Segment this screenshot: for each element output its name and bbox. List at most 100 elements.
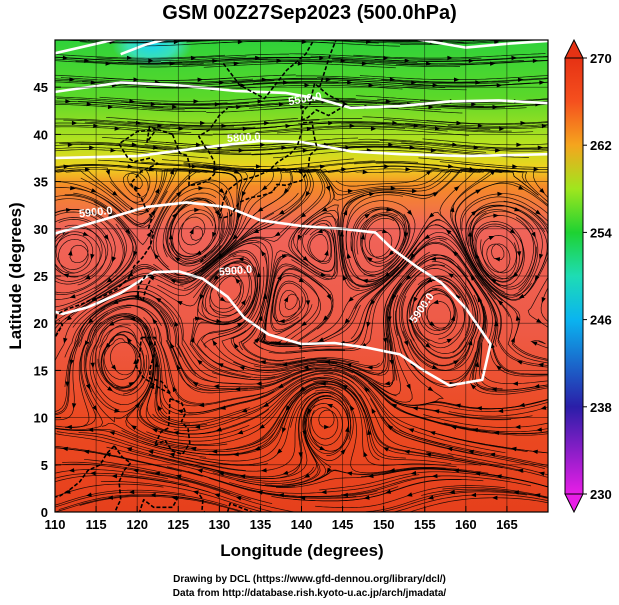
streamline-arrow xyxy=(386,207,393,212)
streamline-arrow xyxy=(430,256,437,261)
streamline-arrow xyxy=(427,495,434,500)
streamline-arrow xyxy=(239,366,245,371)
y-tick-label: 25 xyxy=(34,269,48,284)
streamline-arrow xyxy=(363,451,368,458)
streamline-arrow xyxy=(406,383,411,390)
streamline-arrow xyxy=(150,209,156,216)
streamline xyxy=(445,81,548,87)
streamline-arrow xyxy=(518,185,525,190)
streamline-arrow xyxy=(476,406,482,411)
coastline xyxy=(318,40,337,88)
streamline xyxy=(55,141,230,153)
streamline xyxy=(382,416,548,468)
streamline-arrow xyxy=(477,123,484,128)
streamline-arrow xyxy=(65,99,71,104)
streamline-arrow xyxy=(194,207,200,213)
streamline-arrow xyxy=(147,449,154,455)
streamline xyxy=(422,138,548,146)
streamline-arrow xyxy=(474,361,480,368)
streamline-arrow xyxy=(212,231,217,238)
streamline-arrow xyxy=(515,315,521,321)
streamline xyxy=(55,100,164,108)
streamline xyxy=(442,487,548,498)
streamline-arrow xyxy=(344,318,350,325)
streamline-arrow xyxy=(151,428,158,433)
streamline-arrow xyxy=(218,188,225,194)
streamline-arrow xyxy=(133,294,140,300)
streamline-arrow xyxy=(129,317,136,322)
streamline-arrow xyxy=(261,250,266,257)
streamline xyxy=(459,193,548,271)
y-tick-label: 0 xyxy=(41,505,48,520)
y-axis-ticks: 0 5 10 15 20 25 30 35 40 45 xyxy=(34,80,61,520)
streamline-arrow xyxy=(114,126,121,131)
streamline-arrow xyxy=(66,315,72,321)
streamline-arrow xyxy=(85,167,91,172)
streamline-arrow xyxy=(320,381,326,386)
y-tick-label: 40 xyxy=(34,127,48,142)
streamline-arrow xyxy=(384,381,391,386)
streamline-arrow xyxy=(171,495,178,501)
streamline-arrow xyxy=(87,318,94,324)
streamline-arrow xyxy=(403,340,408,347)
streamline-arrow xyxy=(197,468,203,474)
streamline-arrow xyxy=(176,191,182,197)
streamline-arrow xyxy=(446,338,453,344)
streamline-arrow xyxy=(474,471,481,476)
streamline xyxy=(55,463,231,495)
x-tick-label: 145 xyxy=(332,517,354,532)
streamline-arrow xyxy=(388,142,394,147)
streamline-arrow xyxy=(304,473,310,478)
streamline-arrow xyxy=(321,207,328,212)
streamline xyxy=(55,167,171,205)
streamline-arrow xyxy=(433,409,440,414)
streamline-arrow xyxy=(146,231,152,238)
streamline xyxy=(55,149,209,159)
streamline-arrow xyxy=(534,275,540,281)
streamline xyxy=(55,57,161,62)
streamline xyxy=(383,119,548,127)
streamline-arrow xyxy=(106,277,113,283)
streamline-arrow xyxy=(90,253,95,260)
colorbar-label: 270 xyxy=(590,51,612,66)
streamline xyxy=(58,35,235,39)
streamline-arrow xyxy=(69,77,75,82)
streamline-arrow xyxy=(235,278,241,284)
streamline-arrow xyxy=(370,299,376,306)
streamline-arrow xyxy=(195,34,201,38)
streamline-arrow xyxy=(254,337,260,344)
streamline-arrow xyxy=(105,169,110,176)
streamline-arrow xyxy=(105,452,111,457)
streamline xyxy=(405,401,548,412)
streamline-arrow xyxy=(432,364,438,369)
streamline xyxy=(398,103,548,108)
streamline-arrow xyxy=(241,408,248,413)
streamline xyxy=(55,295,138,416)
streamline-arrow xyxy=(445,229,452,235)
contour-label: 5800.0 xyxy=(227,131,261,145)
streamline-arrow xyxy=(493,213,499,218)
streamline-arrow xyxy=(425,452,432,457)
streamline xyxy=(399,429,548,466)
streamline-arrow xyxy=(450,315,456,321)
streamline xyxy=(307,35,422,39)
coastline xyxy=(222,40,315,100)
streamline-arrow xyxy=(425,342,431,348)
streamline xyxy=(55,472,190,486)
streamline-arrow xyxy=(63,337,68,344)
streamline-arrow xyxy=(130,425,137,430)
streamline xyxy=(417,55,548,62)
streamline-arrow xyxy=(360,233,365,240)
streamline xyxy=(426,120,548,125)
streamline xyxy=(438,59,548,66)
streamline-arrow xyxy=(68,249,73,256)
x-tick-label: 115 xyxy=(86,517,107,532)
streamline-arrow xyxy=(490,61,496,66)
streamline-arrow xyxy=(411,80,417,85)
streamline-arrow xyxy=(512,381,518,386)
streamline-arrow xyxy=(112,190,118,196)
streamline-arrow xyxy=(497,191,503,197)
streamline-arrow xyxy=(469,166,476,172)
streamline xyxy=(440,434,548,454)
x-axis-label: Longitude (degrees) xyxy=(220,541,383,560)
